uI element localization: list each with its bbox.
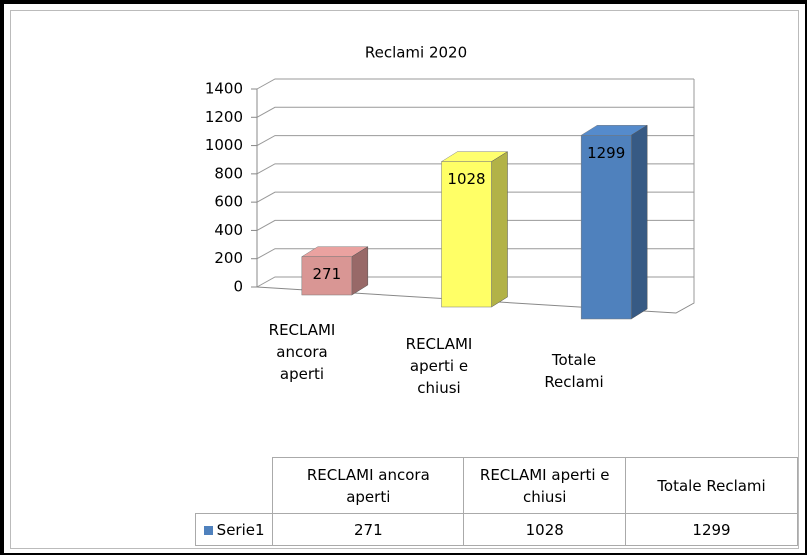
bar <box>301 256 353 296</box>
data-table: RECLAMI ancora aperti RECLAMI aperti e c… <box>194 457 798 546</box>
grid-line <box>256 191 694 203</box>
table-header: RECLAMI ancora aperti <box>272 457 465 514</box>
legend-key <box>203 525 213 535</box>
grid-line <box>256 78 694 90</box>
grid-line <box>256 276 694 288</box>
y-tick-label: 1400 <box>205 80 243 98</box>
table-value: 1299 <box>625 513 798 546</box>
grid-line <box>256 135 694 147</box>
grid-line <box>256 248 694 260</box>
data-label: 271 <box>313 265 342 283</box>
y-tick-label: 1000 <box>205 136 243 154</box>
legend-label: Serie1 <box>216 520 265 539</box>
chart: Reclami 2020 0 200 400 600 800 1000 1200 1400 27… <box>205 44 695 320</box>
y-tick-label: 600 <box>214 193 243 211</box>
y-tick-label: 800 <box>214 164 243 182</box>
grid-line <box>256 106 694 118</box>
chart-area: Reclami 2020 0 200 400 600 800 1000 1200 1400 27… <box>10 10 799 549</box>
bar-side <box>491 151 508 308</box>
chart-title: Reclami 2020 <box>365 44 467 62</box>
y-tick-label: 0 <box>233 278 243 296</box>
y-tick-label: 400 <box>214 221 243 239</box>
y-tick-label: 200 <box>214 249 243 267</box>
x-tick-label: Totale Reclami <box>544 351 604 391</box>
legend-cell: Serie1 <box>194 513 274 546</box>
bar <box>580 135 632 320</box>
empty-cell <box>195 457 274 514</box>
x-tick-label: RECLAMI ancora aperti <box>268 321 336 383</box>
bar-side <box>630 124 648 320</box>
table-header: RECLAMI aperti e chiusi <box>463 457 627 514</box>
table-value: 271 <box>272 513 465 546</box>
x-tick-label: RECLAMI aperti e chiusi <box>405 335 473 397</box>
data-label: 1028 <box>447 170 485 188</box>
data-label: 1299 <box>587 144 625 162</box>
grid-line <box>256 219 694 231</box>
y-tick-label: 1200 <box>205 108 243 126</box>
grid-line <box>256 163 694 175</box>
table-header: Totale Reclami <box>625 457 798 514</box>
table-value: 1028 <box>463 513 627 546</box>
bar <box>441 161 492 308</box>
